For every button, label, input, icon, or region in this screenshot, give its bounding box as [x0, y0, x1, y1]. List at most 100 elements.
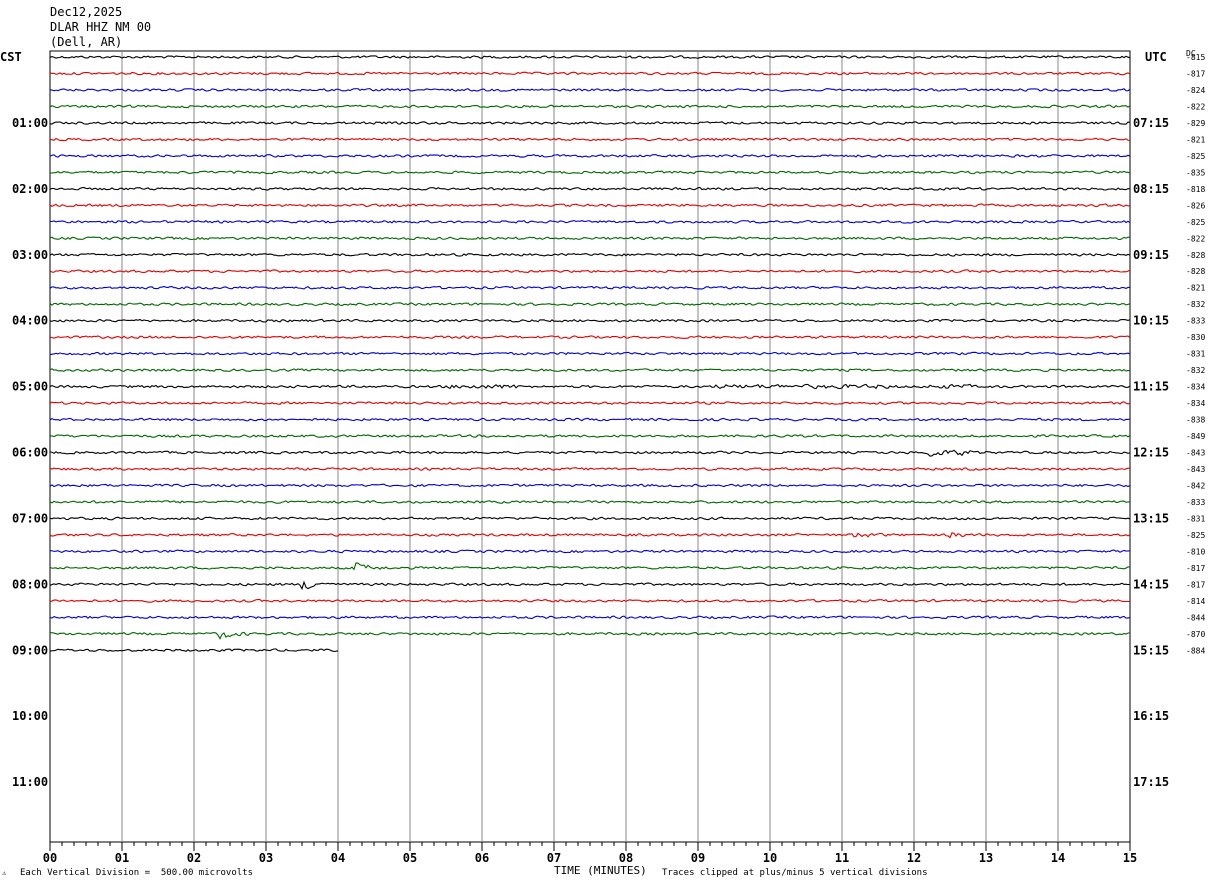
seismic-trace-row — [49, 203, 1131, 208]
cst-hour-label: 05:00 — [12, 380, 48, 394]
dc-offset-value: -824 — [1186, 86, 1205, 95]
x-tick-label: 08 — [619, 851, 633, 865]
seismic-trace-row — [49, 318, 1131, 323]
seismic-trace-row — [49, 269, 1131, 274]
dc-offset-value: -834 — [1186, 399, 1205, 408]
dc-offset-value: -844 — [1186, 613, 1205, 622]
x-tick-label: 12 — [907, 851, 921, 865]
x-tick-label: 07 — [547, 851, 561, 865]
utc-hour-label: 17:15 — [1133, 775, 1169, 789]
clip-note: Traces clipped at plus/minus 5 vertical … — [662, 868, 928, 878]
utc-hour-label: 10:15 — [1133, 314, 1169, 328]
plot-frame — [49, 50, 1131, 843]
seismic-trace-row — [49, 351, 1131, 356]
dc-offset-value: -825 — [1186, 531, 1205, 540]
dc-offset-value: -822 — [1186, 102, 1205, 111]
seismic-trace-row — [49, 285, 1131, 290]
plot-date: Dec12,2025 — [50, 5, 123, 19]
seismic-trace-row — [49, 549, 1131, 554]
seismic-trace-row — [49, 467, 1131, 471]
dc-offset-value: -817 — [1186, 580, 1205, 589]
x-axis-title: TIME (MINUTES) — [554, 864, 647, 877]
seismic-trace-row — [49, 302, 1131, 307]
utc-hour-label: 15:15 — [1133, 643, 1169, 657]
dc-offset-value: -817 — [1186, 69, 1205, 78]
x-tick-label: 01 — [115, 851, 129, 865]
dc-offset-value: -835 — [1186, 168, 1205, 177]
utc-hour-label: 13:15 — [1133, 511, 1169, 525]
dc-offset-value: -815 — [1186, 53, 1205, 62]
cst-hour-label: 11:00 — [12, 775, 48, 789]
seismic-trace-row — [49, 121, 1131, 125]
logo-icon: ⚠ — [2, 869, 7, 877]
x-tick-label: 11 — [835, 851, 849, 865]
x-tick-label: 00 — [43, 851, 57, 865]
x-tick-label: 04 — [331, 851, 345, 865]
dc-offset-value: -825 — [1186, 152, 1205, 161]
dc-offset-value: -828 — [1186, 267, 1205, 276]
scale-note: Each Vertical Division = 500.00 microvol… — [20, 868, 253, 878]
utc-hour-label: 08:15 — [1133, 182, 1169, 196]
dc-offset-value: -870 — [1186, 630, 1205, 639]
dc-offset-value: -830 — [1186, 333, 1205, 342]
seismic-trace-row — [49, 368, 1131, 373]
cst-hour-label: 03:00 — [12, 248, 48, 262]
seismic-trace-row — [49, 580, 1131, 591]
dc-offset-value: -821 — [1186, 284, 1205, 293]
dc-offset-value: -842 — [1186, 481, 1205, 490]
seismic-trace-row — [49, 170, 1131, 175]
dc-offset-value: -822 — [1186, 234, 1205, 243]
x-tick-label: 13 — [979, 851, 993, 865]
utc-hour-label: 14:15 — [1133, 577, 1169, 591]
dc-offset-value: -884 — [1186, 646, 1205, 655]
dc-offset-value: -832 — [1186, 300, 1205, 309]
x-tick-label: 15 — [1123, 851, 1137, 865]
seismic-trace-row — [49, 154, 1131, 158]
cst-hour-label: 06:00 — [12, 446, 48, 460]
seismic-trace-row — [49, 88, 1131, 92]
cst-hour-label: 10:00 — [12, 709, 48, 723]
seismic-trace-row — [49, 417, 1131, 422]
utc-hour-label: 07:15 — [1133, 116, 1169, 130]
dc-offset-value: -818 — [1186, 185, 1205, 194]
dc-offset-value: -832 — [1186, 366, 1205, 375]
seismic-trace-row — [49, 186, 1131, 191]
dc-offset-value: -825 — [1186, 218, 1205, 227]
seismic-trace-row — [49, 401, 1131, 405]
dc-offset-value: -833 — [1186, 317, 1205, 326]
seismic-trace-row — [49, 631, 1131, 640]
utc-hour-label: 11:15 — [1133, 380, 1169, 394]
x-tick-label: 05 — [403, 851, 417, 865]
dc-offset-value: -814 — [1186, 597, 1205, 606]
utc-hour-label: 12:15 — [1133, 446, 1169, 460]
cst-hour-label: 09:00 — [12, 643, 48, 657]
cst-hour-label: 04:00 — [12, 314, 48, 328]
seismic-trace-row — [49, 483, 1131, 488]
seismic-trace-row — [49, 532, 1131, 539]
dc-offset-value: -838 — [1186, 416, 1205, 425]
seismic-trace-row — [49, 434, 1131, 438]
dc-offset-value: -826 — [1186, 201, 1205, 210]
x-tick-label: 14 — [1051, 851, 1065, 865]
utc-hour-label: 09:15 — [1133, 248, 1169, 262]
dc-offset-value: -829 — [1186, 119, 1205, 128]
dc-offset-value: -821 — [1186, 135, 1205, 144]
seismic-trace-row — [49, 335, 1131, 339]
seismic-trace-row — [49, 648, 339, 653]
cst-hour-label: 01:00 — [12, 116, 48, 130]
dc-offset-value: -831 — [1186, 514, 1205, 523]
seismic-trace-row — [49, 500, 1131, 504]
dc-header: DC — [1186, 49, 1196, 58]
seismic-trace-row — [49, 71, 1131, 76]
dc-offset-value: -834 — [1186, 383, 1205, 392]
seismic-trace-row — [49, 55, 1131, 59]
cst-hour-label: 02:00 — [12, 182, 48, 196]
x-tick-label: 03 — [259, 851, 273, 865]
x-tick-label: 09 — [691, 851, 705, 865]
dc-offset-value: -831 — [1186, 350, 1205, 359]
dc-offset-value: -833 — [1186, 498, 1205, 507]
dc-offset-value: -843 — [1186, 465, 1205, 474]
x-tick-label: 02 — [187, 851, 201, 865]
seismic-trace-row — [49, 252, 1131, 257]
seismic-trace-row — [49, 219, 1131, 224]
